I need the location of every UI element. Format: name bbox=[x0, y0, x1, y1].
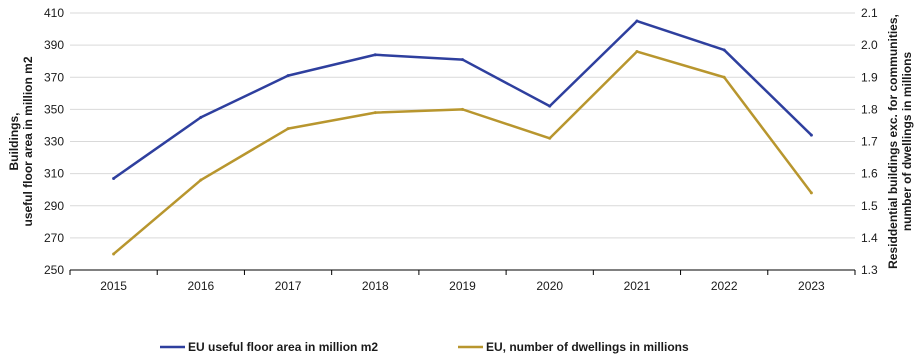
y-left-tick-label: 330 bbox=[44, 135, 64, 149]
y-right-tick-label: 1.5 bbox=[861, 199, 878, 213]
y-right-tick-label: 1.9 bbox=[861, 70, 878, 84]
y-left-tick-label: 290 bbox=[44, 199, 64, 213]
legend: EU useful floor area in million m2 EU, nu… bbox=[160, 340, 689, 354]
y-right-tick-label: 1.8 bbox=[861, 102, 878, 116]
data-point bbox=[548, 136, 552, 140]
x-tick-label: 2016 bbox=[187, 279, 214, 293]
y-right-axis-title: Residdential buildings exc. for communit… bbox=[886, 14, 914, 269]
y-right-tick-label: 2.1 bbox=[861, 6, 878, 20]
y-right-tick-label: 1.3 bbox=[861, 263, 878, 277]
data-point bbox=[286, 74, 290, 78]
x-tick-label: 2018 bbox=[362, 279, 389, 293]
axes: 2015 2016 2017 2018 2019 2020 2021 2022 2023 250 2… bbox=[7, 6, 914, 293]
x-tick-label: 2015 bbox=[100, 279, 127, 293]
y-right-tick-label: 1.6 bbox=[861, 167, 878, 181]
y-left-axis-title-line: useful floor area in million m2 bbox=[21, 56, 35, 226]
data-point bbox=[112, 176, 116, 180]
x-tick-label: 2022 bbox=[711, 279, 738, 293]
data-point bbox=[635, 50, 639, 54]
data-point bbox=[199, 115, 203, 119]
y-left-tick-label: 310 bbox=[44, 167, 64, 181]
data-point bbox=[722, 48, 726, 52]
y-right-axis-title-line: number of dwellings in millions bbox=[900, 52, 914, 232]
y-left-axis-title-line: Buildings, bbox=[7, 113, 21, 171]
legend-label: EU useful floor area in million m2 bbox=[188, 340, 378, 354]
data-point bbox=[373, 111, 377, 115]
x-tick-label: 2020 bbox=[536, 279, 563, 293]
y-right-tick-label: 1.4 bbox=[861, 231, 878, 245]
data-point bbox=[722, 75, 726, 79]
data-point bbox=[199, 178, 203, 182]
y-left-tick-label: 370 bbox=[44, 70, 64, 84]
y-left-tick-label: 410 bbox=[44, 6, 64, 20]
data-point bbox=[635, 19, 639, 23]
y-right-tick-label: 1.7 bbox=[861, 135, 878, 149]
legend-label: EU, number of dwellings in millions bbox=[486, 340, 689, 354]
data-point bbox=[286, 127, 290, 131]
x-tick-label: 2019 bbox=[449, 279, 476, 293]
y-left-axis-title: Buildings,useful floor area in million m… bbox=[7, 56, 35, 226]
data-point bbox=[809, 133, 813, 137]
y-left-tick-label: 390 bbox=[44, 38, 64, 52]
y-right-axis-title-line: Residdential buildings exc. for communit… bbox=[886, 14, 900, 269]
data-point bbox=[461, 58, 464, 62]
x-tick-label: 2017 bbox=[275, 279, 302, 293]
data-point bbox=[461, 107, 464, 111]
y-left-tick-label: 270 bbox=[44, 231, 64, 245]
y-left-tick-label: 250 bbox=[44, 263, 64, 277]
series-line-2 bbox=[112, 50, 813, 255]
data-point bbox=[809, 191, 813, 195]
series-lines bbox=[112, 19, 813, 256]
data-point bbox=[373, 53, 377, 57]
x-tick-label: 2023 bbox=[798, 279, 825, 293]
y-left-tick-label: 350 bbox=[44, 102, 64, 116]
data-point bbox=[112, 252, 116, 256]
y-right-tick-label: 2.0 bbox=[861, 38, 878, 52]
data-point bbox=[548, 104, 552, 108]
x-tick-label: 2021 bbox=[624, 279, 651, 293]
